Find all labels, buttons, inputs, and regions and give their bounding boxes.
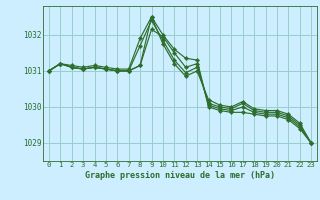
X-axis label: Graphe pression niveau de la mer (hPa): Graphe pression niveau de la mer (hPa) (85, 171, 275, 180)
